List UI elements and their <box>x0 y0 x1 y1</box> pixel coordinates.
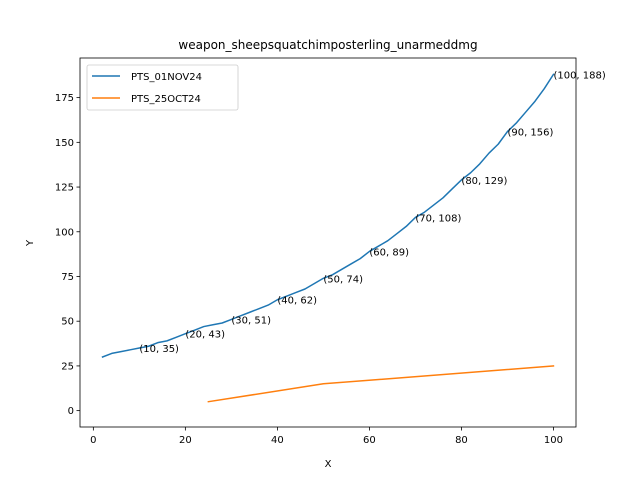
data-label: (90, 156) <box>507 128 553 139</box>
x-tick-label: 40 <box>271 435 284 446</box>
series-line-2 <box>207 365 555 403</box>
y-tick-label: 50 <box>61 317 74 328</box>
y-tick-label: 100 <box>55 227 74 238</box>
x-tick-label: 0 <box>90 435 96 446</box>
legend-label-2: PTS_25OCT24 <box>131 94 201 105</box>
x-tick-label: 20 <box>179 435 192 446</box>
y-tick-label: 150 <box>55 138 74 149</box>
y-axis-label: Y <box>25 239 36 247</box>
data-label: (100, 188) <box>553 70 605 81</box>
x-tick-label: 80 <box>455 435 468 446</box>
y-tick-label: 125 <box>55 183 74 194</box>
data-label: (20, 43) <box>185 330 225 341</box>
x-tick-label: 60 <box>363 435 376 446</box>
x-tick-label: 100 <box>544 435 563 446</box>
axes-frame <box>79 57 577 428</box>
legend-label-1: PTS_01NOV24 <box>131 72 202 83</box>
legend-box <box>86 64 239 111</box>
data-label: (10, 35) <box>139 344 179 355</box>
data-label: (30, 51) <box>231 315 271 326</box>
y-tick-label: 75 <box>61 272 74 283</box>
y-tick-label: 0 <box>68 406 74 417</box>
y-tick-label: 175 <box>55 93 74 104</box>
x-axis-label: X <box>325 459 332 470</box>
data-label: (80, 129) <box>461 176 507 187</box>
series-line-1 <box>101 73 555 358</box>
data-label: (60, 89) <box>369 247 409 258</box>
data-label: (70, 108) <box>415 213 461 224</box>
data-label: (40, 62) <box>277 296 317 307</box>
data-label: (50, 74) <box>323 274 363 285</box>
y-tick-label: 25 <box>61 361 74 372</box>
chart-title: weapon_sheepsquatchimposterling_unarmedd… <box>178 38 477 52</box>
plot-area: (10, 35) (20, 43) (30, 51) (40, 62) (50, 74)… <box>55 57 606 446</box>
